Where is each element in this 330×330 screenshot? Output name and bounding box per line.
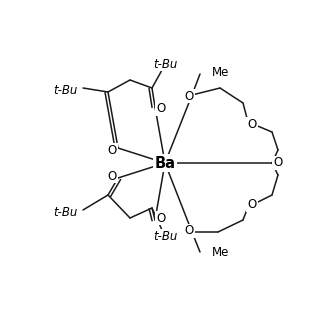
Text: O: O bbox=[248, 199, 257, 212]
Text: O: O bbox=[248, 117, 257, 130]
Text: t-Bu: t-Bu bbox=[53, 206, 78, 218]
Text: t-Bu: t-Bu bbox=[153, 229, 177, 243]
Text: t-Bu: t-Bu bbox=[153, 57, 177, 71]
Text: O: O bbox=[156, 212, 166, 224]
Text: O: O bbox=[273, 156, 282, 170]
Text: Me: Me bbox=[212, 67, 229, 80]
Text: Ba: Ba bbox=[154, 155, 176, 171]
Text: O: O bbox=[107, 170, 116, 182]
Text: O: O bbox=[156, 103, 166, 115]
Text: O: O bbox=[107, 144, 116, 156]
Text: t-Bu: t-Bu bbox=[53, 83, 78, 96]
Text: O: O bbox=[184, 89, 194, 103]
Text: O: O bbox=[184, 224, 194, 238]
Text: Me: Me bbox=[212, 247, 229, 259]
